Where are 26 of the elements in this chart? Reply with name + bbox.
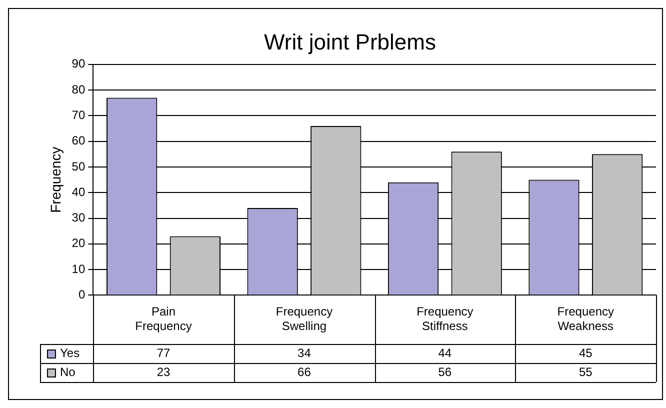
y-tick-label: 30 <box>72 210 86 225</box>
legend-label: Yes <box>60 346 80 360</box>
y-tick-label: 80 <box>72 82 86 96</box>
data-label: 55 <box>578 364 593 379</box>
data-label: 44 <box>438 346 452 360</box>
x-tick-label: Pain Frequency <box>135 304 192 334</box>
chart-title: Writ joint Prblems <box>264 29 436 54</box>
legend-label: No <box>60 364 76 379</box>
y-tick-label: 50 <box>72 159 86 174</box>
data-label: 66 <box>298 364 312 379</box>
y-tick-label: 10 <box>72 262 86 276</box>
y-tick-label: 60 <box>72 134 86 148</box>
y-tick-label: 40 <box>72 184 86 199</box>
x-tick-label: Frequency Weakness <box>557 304 614 334</box>
data-label: 56 <box>438 364 452 379</box>
y-tick-label: 20 <box>72 236 86 250</box>
data-label: 45 <box>578 346 593 360</box>
y-tick-label: 90 <box>72 56 86 71</box>
y-tick-label: 70 <box>72 108 86 122</box>
data-label: 23 <box>156 364 170 379</box>
y-axis-title: Frequency <box>47 146 64 213</box>
data-label: 34 <box>298 346 312 360</box>
x-tick-label: Frequency Stiffness <box>416 304 474 334</box>
x-tick-label: Frequency Swelling <box>276 304 333 334</box>
y-tick-label: 0 <box>78 288 86 302</box>
data-label: 77 <box>156 346 170 360</box>
